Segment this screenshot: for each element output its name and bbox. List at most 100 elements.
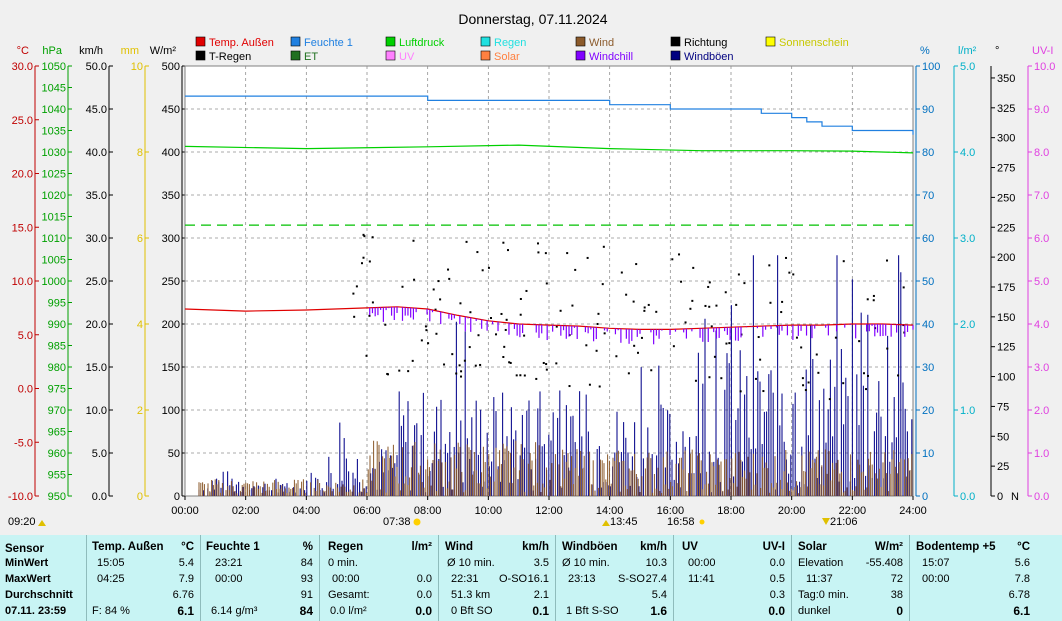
- right-axis-label: 50: [922, 276, 934, 288]
- direction-dot: [866, 298, 869, 301]
- left-axis-label: 1020: [42, 190, 66, 202]
- direction-dot: [502, 241, 505, 244]
- wind-max-direction: O-SO: [499, 573, 528, 585]
- right-axis-label: 0: [997, 491, 1003, 503]
- direction-dot: [368, 314, 371, 317]
- direction-dot: [692, 266, 695, 269]
- direction-dot: [728, 342, 731, 345]
- col-temp: Temp. Außen °C 15:05 5.4 04:25 7.9 6.76 …: [87, 535, 200, 621]
- direction-dot: [384, 323, 387, 326]
- left-axis-label: 1050: [42, 61, 66, 73]
- direction-dot: [407, 370, 410, 373]
- right-axis-label: 4.0: [960, 147, 975, 159]
- direction-dot: [643, 306, 646, 309]
- direction-dot: [455, 372, 458, 375]
- left-axis-label: 40.0: [86, 147, 107, 159]
- direction-dot: [710, 325, 713, 328]
- right-axis-label: 2.0: [960, 319, 975, 331]
- direction-dot: [603, 332, 606, 335]
- rain-unit: l/m²: [411, 541, 432, 553]
- direction-dot: [479, 363, 482, 366]
- direction-dot: [769, 301, 772, 304]
- direction-dot: [585, 344, 588, 347]
- direction-dot: [413, 278, 416, 281]
- uv-avg: 0.3: [769, 589, 785, 601]
- wind-avg10-label: Ø 10 min.: [447, 557, 495, 569]
- x-axis-label: 12:00: [535, 505, 563, 517]
- weather-chart: Donnerstag, 07.11.2024 Temp. Außen Feucht…: [7, 11, 1056, 528]
- right-axis-label: 40: [922, 319, 934, 331]
- legend-swatch: [480, 50, 491, 61]
- direction-dot: [804, 389, 807, 392]
- direction-dot: [655, 310, 658, 313]
- direction-dot: [598, 385, 601, 388]
- direction-dot: [506, 249, 509, 252]
- wind-bars: [198, 233, 913, 496]
- right-axis-label: 350: [997, 73, 1015, 85]
- direction-dot: [559, 309, 562, 312]
- x-axis-label: 14:00: [596, 505, 624, 517]
- direction-dot: [451, 353, 454, 356]
- direction-dot: [762, 390, 765, 393]
- right-axis-label: 0.0: [1034, 491, 1049, 503]
- right-axis-label: 125: [997, 342, 1015, 354]
- rain-max-time: 00:00: [332, 573, 360, 585]
- right-axis-label: 250: [997, 192, 1015, 204]
- left-axis-label: 5.0: [92, 448, 107, 460]
- wind-avg10-value: 3.5: [533, 557, 549, 569]
- direction-dot: [360, 262, 363, 265]
- legend-label: Luftdruck: [399, 37, 445, 49]
- direction-dot: [566, 252, 569, 255]
- gust-title: Windböen: [562, 541, 618, 553]
- direction-dot: [363, 235, 366, 238]
- direction-dot: [735, 303, 738, 306]
- col-rain: Regen l/m² 0 min. 00:00 0.0 Gesamt: 0.0 …: [320, 535, 438, 621]
- legend-label: Wind: [589, 37, 614, 49]
- right-axis-label: 4.0: [1034, 319, 1049, 331]
- right-axis-label: 10.0: [1034, 61, 1055, 73]
- direction-dot: [671, 258, 674, 261]
- direction-dot: [862, 372, 865, 375]
- direction-dot: [519, 297, 522, 300]
- direction-dot: [866, 374, 869, 377]
- direction-dot: [725, 342, 728, 345]
- direction-dot: [545, 282, 548, 285]
- direction-dot: [447, 268, 450, 271]
- direction-dot: [768, 264, 771, 267]
- gust-max-time: 23:13: [568, 573, 596, 585]
- legend-swatch: [670, 50, 681, 61]
- direction-dot: [386, 373, 389, 376]
- legend-label: ET: [304, 51, 318, 63]
- direction-dot: [680, 280, 683, 283]
- left-axis-label: 1000: [42, 276, 66, 288]
- rain-total-value: 0.0: [416, 589, 432, 601]
- left-axis-label: 45.0: [86, 104, 107, 116]
- direction-dot: [897, 374, 900, 377]
- direction-dot: [477, 334, 480, 337]
- right-axis-label: 7.0: [1034, 190, 1049, 202]
- left-axis-label: 500: [162, 61, 180, 73]
- event-markers: 09:20 07:38 13:45 16:58 21:06: [8, 516, 858, 528]
- soil-min-value: 5.6: [1014, 557, 1030, 569]
- left-axis-label: 30.0: [12, 61, 33, 73]
- left-axis-label: 1040: [42, 104, 66, 116]
- x-axis-label: 16:00: [657, 505, 685, 517]
- left-axis-label: 1015: [42, 212, 66, 224]
- left-axis-label: 15.0: [86, 362, 107, 374]
- direction-dot: [460, 370, 463, 373]
- right-axis-label: 75: [997, 401, 1009, 413]
- direction-dot: [595, 349, 598, 352]
- wind-avg: 2.1: [533, 589, 549, 601]
- direction-dot: [525, 289, 528, 292]
- left-axis-label: 200: [162, 319, 180, 331]
- left-axis-label: 350: [162, 190, 180, 202]
- direction-dot: [713, 355, 716, 358]
- direction-dot: [724, 291, 727, 294]
- direction-dot: [371, 236, 374, 239]
- direction-dot: [743, 282, 746, 285]
- col-wind: Wind km/h Ø 10 min. 3.5 22:31 O-SO 16.1 …: [439, 535, 555, 621]
- direction-dot: [435, 332, 438, 335]
- direction-dot: [365, 354, 368, 357]
- right-axis-label: 6.0: [1034, 233, 1049, 245]
- direction-dot: [545, 363, 548, 366]
